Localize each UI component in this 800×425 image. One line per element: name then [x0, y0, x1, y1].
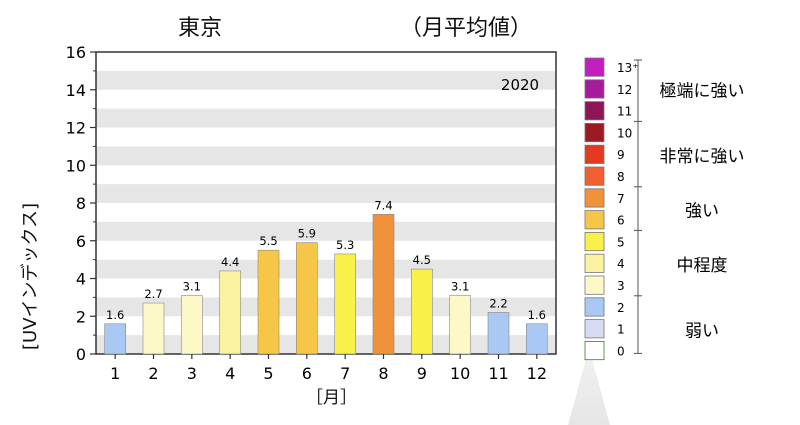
grid-band: [96, 335, 556, 354]
bar: [334, 253, 356, 355]
y-tick-label: 14: [66, 81, 86, 100]
legend-swatch: [584, 210, 605, 230]
legend-level-label: 2: [617, 301, 625, 315]
legend-level-label: 8: [617, 170, 625, 184]
bar-value-label: 4.4: [221, 255, 239, 269]
bar-value-label: 1.6: [106, 308, 124, 322]
x-tick-label: 12: [527, 364, 547, 383]
y-tick-label: 8: [76, 194, 86, 213]
x-tick-label: 5: [263, 364, 273, 383]
bar: [296, 242, 318, 355]
y-tick-label: 4: [76, 270, 86, 289]
x-tick-label: 8: [378, 364, 388, 383]
legend-level-label: 9: [617, 148, 625, 162]
x-axis-label: ［月］: [306, 388, 357, 408]
grid-band: [96, 108, 556, 128]
legend-swatch: [584, 297, 605, 317]
legend-level-label: 0: [617, 344, 625, 358]
x-tick-label: 6: [302, 364, 312, 383]
x-tick-label: 1: [110, 364, 120, 383]
legend-swatch: [584, 166, 605, 186]
legend-level-label: 1: [617, 323, 625, 337]
legend-level-label: 4: [617, 257, 625, 271]
x-tick-label: 2: [148, 364, 158, 383]
grid-band: [96, 146, 556, 166]
bar-value-label: 1.6: [528, 308, 546, 322]
legend-category-label: 中程度: [677, 256, 728, 276]
legend-category-label: 強い: [685, 202, 719, 222]
y-tick-label: 6: [76, 232, 86, 251]
bar-value-label: 3.1: [183, 279, 201, 293]
x-tick-label: 3: [187, 364, 197, 383]
legend-swatch: [584, 79, 605, 99]
bar-value-label: 3.1: [451, 279, 469, 293]
legend-swatch: [584, 188, 605, 208]
legend-swatch: [584, 101, 605, 121]
bar: [372, 214, 395, 355]
legend-swatch: [584, 57, 605, 77]
grid-band: [96, 259, 556, 279]
legend-swatch: [584, 231, 605, 252]
bar: [449, 295, 471, 355]
bar-value-label: 5.9: [298, 227, 316, 241]
legend-level-label: 7: [617, 192, 625, 206]
bar: [487, 312, 510, 355]
bar: [526, 323, 548, 355]
bar-value-label: 4.5: [413, 253, 431, 267]
bar-value-label: 7.4: [374, 198, 392, 212]
y-tick-label: 2: [76, 307, 86, 326]
legend-category-label: 非常に強い: [660, 147, 745, 167]
x-tick-label: 4: [225, 364, 235, 383]
bar: [411, 268, 433, 355]
x-tick-label: 7: [340, 364, 350, 383]
year-label: 2020: [501, 76, 539, 94]
y-tick-label: 16: [66, 43, 86, 62]
legend-level-label: 11: [617, 105, 632, 119]
legend-level-label: 13⁺: [617, 61, 639, 75]
x-tick-label: 9: [417, 364, 427, 383]
bar: [219, 270, 241, 355]
grid-band: [96, 297, 556, 317]
bar-value-label: 2.2: [489, 296, 507, 310]
chart-subtitle: （月平均値）: [400, 16, 533, 41]
legend-level-label: 5: [617, 235, 625, 249]
legend-level-label: 6: [617, 214, 625, 228]
chart-title: 東京: [178, 16, 223, 41]
bar-value-label: 2.7: [144, 287, 162, 301]
bar: [181, 295, 203, 355]
legend-level-label: 12: [617, 83, 632, 97]
legend-swatch: [584, 123, 605, 143]
legend-swatch: [584, 340, 605, 361]
y-tick-label: 0: [76, 345, 86, 364]
legend-swatch: [584, 144, 605, 164]
legend-category-label: 弱い: [685, 322, 719, 342]
legend-swatch: [584, 275, 605, 295]
grid-band: [96, 70, 556, 90]
x-tick-label: 10: [450, 364, 470, 383]
bar-value-label: 5.3: [336, 238, 354, 252]
legend-swatch: [584, 319, 605, 339]
grid-band: [96, 184, 556, 203]
y-tick-label: 10: [66, 156, 86, 175]
bar: [257, 249, 280, 355]
legend-level-label: 10: [617, 126, 632, 140]
grid-band: [96, 221, 556, 241]
legend-level-label: 3: [617, 279, 625, 293]
y-tick-label: 12: [66, 119, 86, 138]
bar: [142, 302, 165, 355]
legend-swatch: [584, 253, 605, 273]
bar: [104, 323, 126, 355]
x-tick-label: 11: [488, 364, 508, 383]
decorative-shadow: [568, 348, 610, 425]
legend-category-label: 極端に強い: [660, 82, 745, 102]
bar-value-label: 5.5: [259, 234, 277, 248]
